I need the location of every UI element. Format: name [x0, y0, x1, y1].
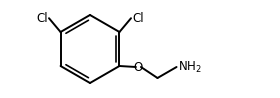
- Text: NH$_2$: NH$_2$: [178, 59, 202, 75]
- Text: O: O: [134, 60, 143, 74]
- Text: Cl: Cl: [36, 12, 48, 25]
- Text: Cl: Cl: [132, 12, 144, 25]
